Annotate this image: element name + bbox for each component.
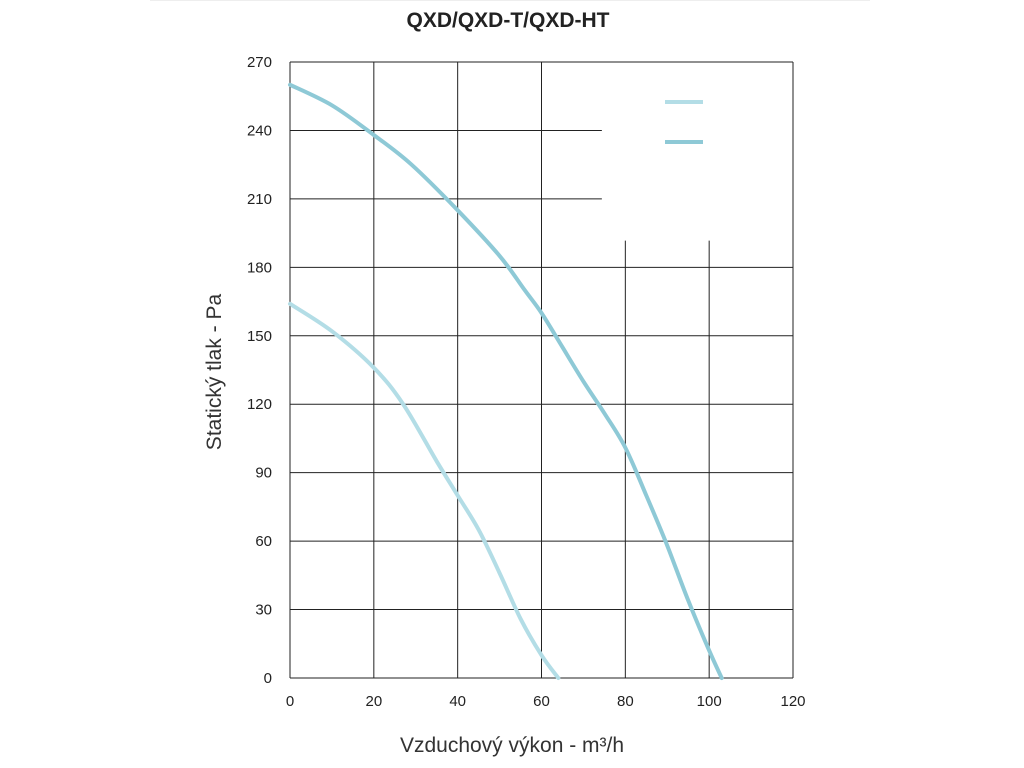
y-tick-label: 120 bbox=[247, 396, 272, 413]
top-divider bbox=[150, 0, 870, 1]
legend bbox=[665, 100, 703, 144]
y-tick-label: 210 bbox=[247, 191, 272, 208]
x-axis-label: Vzduchový výkon - m³/h bbox=[400, 734, 624, 757]
x-axis-ticks: 0 20 40 60 80 100 120 bbox=[286, 693, 806, 710]
y-tick-label: 0 bbox=[264, 670, 272, 687]
series-lines bbox=[288, 82, 724, 680]
y-tick-label: 90 bbox=[255, 465, 272, 482]
series-line-2 bbox=[288, 82, 724, 680]
y-tick-label: 150 bbox=[247, 328, 272, 345]
x-tick-label: 80 bbox=[617, 693, 634, 710]
y-tick-label: 240 bbox=[247, 122, 272, 139]
chart-title: QXD/QXD-T/QXD-HT bbox=[407, 9, 610, 32]
y-tick-label: 60 bbox=[255, 533, 272, 550]
x-tick-label: 20 bbox=[365, 693, 382, 710]
y-tick-label: 30 bbox=[255, 602, 272, 619]
x-tick-label: 40 bbox=[449, 693, 466, 710]
y-axis-label: Statický tlak - Pa bbox=[203, 293, 226, 450]
x-tick-label: 100 bbox=[697, 693, 722, 710]
y-tick-label: 180 bbox=[247, 259, 272, 276]
x-tick-label: 60 bbox=[533, 693, 550, 710]
x-tick-label: 0 bbox=[286, 693, 294, 710]
x-tick-label: 120 bbox=[780, 693, 805, 710]
y-tick-label: 270 bbox=[247, 54, 272, 71]
y-axis-ticks: 0 30 60 90 120 150 180 210 240 270 bbox=[247, 54, 272, 687]
series-line-1 bbox=[288, 301, 561, 680]
grid bbox=[289, 61, 794, 679]
